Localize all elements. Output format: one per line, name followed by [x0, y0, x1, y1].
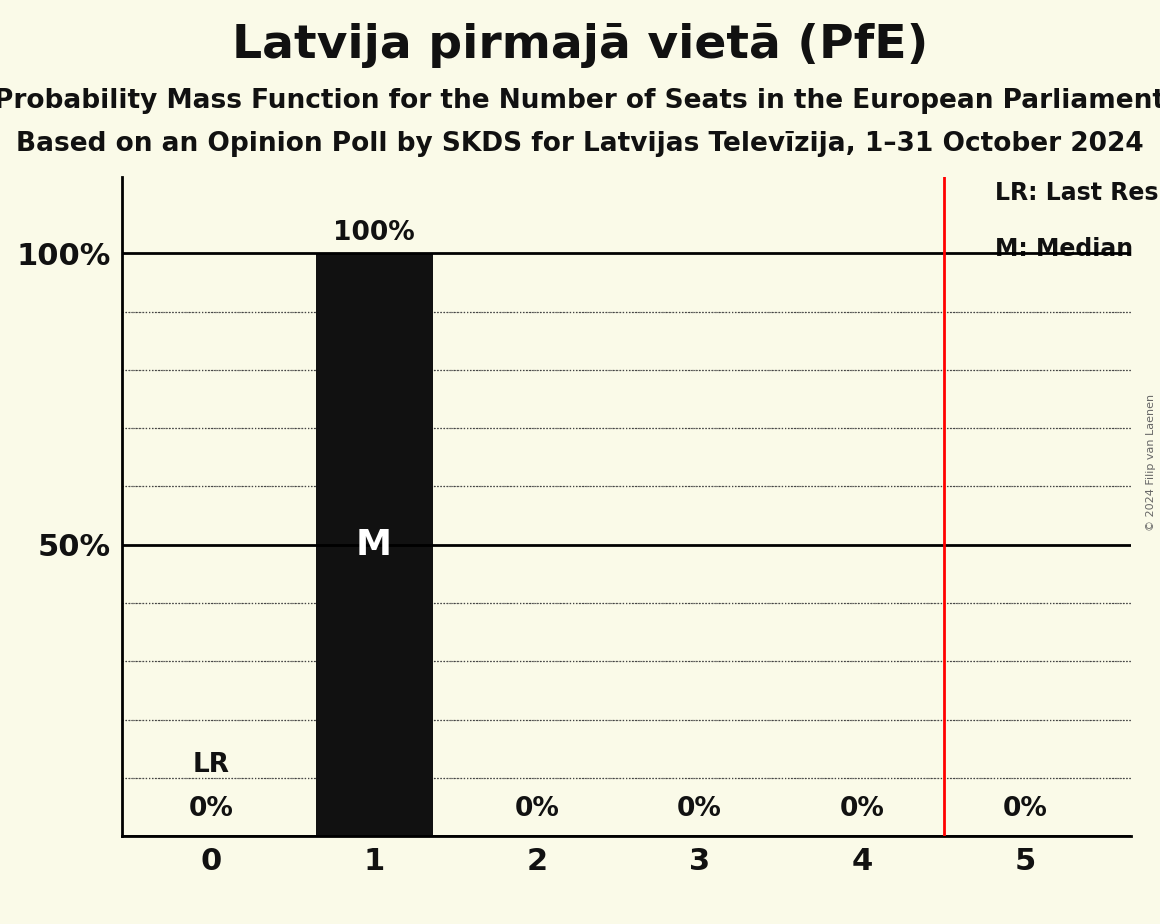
Text: 0%: 0%: [189, 796, 234, 821]
Text: LR: LR: [193, 752, 230, 778]
Text: Based on an Opinion Poll by SKDS for Latvijas Televīzija, 1–31 October 2024: Based on an Opinion Poll by SKDS for Lat…: [16, 131, 1144, 157]
Text: M: M: [356, 528, 392, 562]
Text: © 2024 Filip van Laenen: © 2024 Filip van Laenen: [1146, 394, 1155, 530]
Text: 0%: 0%: [514, 796, 559, 821]
Text: 100%: 100%: [333, 220, 415, 246]
Text: 0%: 0%: [1002, 796, 1047, 821]
Bar: [316, 253, 433, 836]
Text: Latvija pirmajā vietā (PfE): Latvija pirmajā vietā (PfE): [232, 23, 928, 68]
Text: 0%: 0%: [840, 796, 885, 821]
Text: LR: Last Result: LR: Last Result: [995, 181, 1160, 205]
Text: 0%: 0%: [677, 796, 722, 821]
Text: Probability Mass Function for the Number of Seats in the European Parliament: Probability Mass Function for the Number…: [0, 88, 1160, 114]
Text: M: Median: M: Median: [995, 237, 1133, 261]
